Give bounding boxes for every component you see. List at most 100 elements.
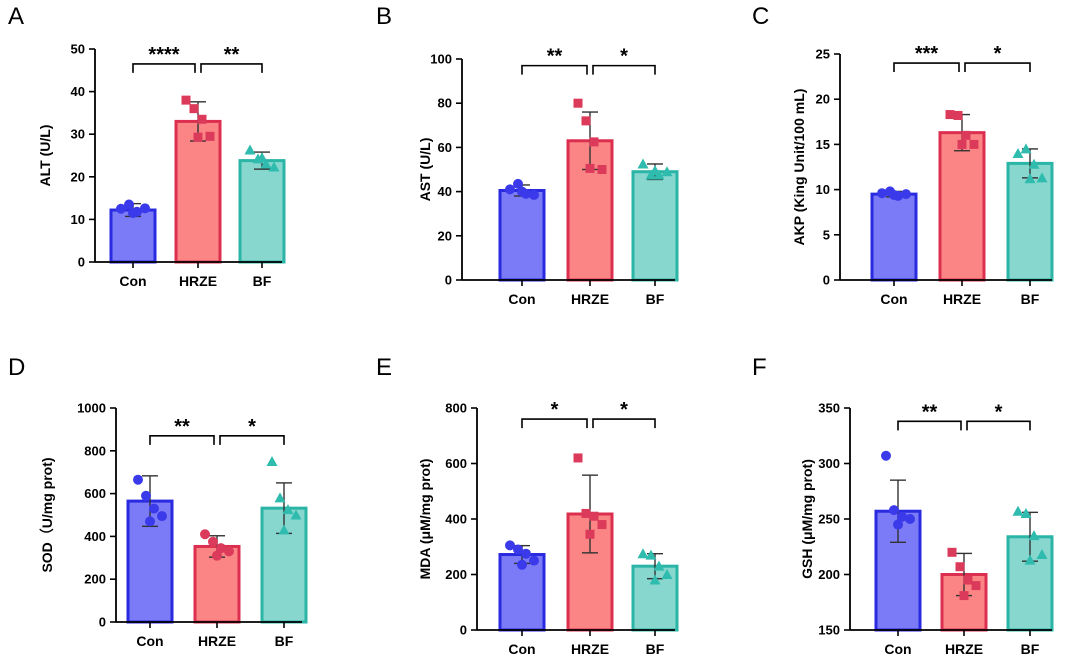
data-point-bf (1028, 530, 1040, 541)
data-point-hrze (955, 562, 965, 572)
significance-label: * (620, 399, 628, 421)
panel-f: F GSH (μM/mg prot) Con HRZE BF 150 200 250 300 35… (752, 354, 1054, 657)
x-tick-label-hrze: HRZE (198, 633, 236, 649)
significance-bracket (592, 418, 656, 429)
data-point-bf (1036, 549, 1048, 560)
data-point-hrze (200, 529, 210, 540)
data-point-con (141, 490, 151, 501)
y-tick-label: 20 (71, 169, 85, 184)
data-point-hrze (961, 130, 971, 140)
data-point-bf (1020, 143, 1032, 154)
y-tick-label: 20 (816, 92, 830, 107)
y-tick-label: 60 (438, 140, 452, 155)
x-tick-label-bf: BF (646, 291, 665, 307)
x-tick-label-hrze: HRZE (179, 273, 217, 289)
data-point-con (140, 203, 150, 214)
data-point-hrze (573, 453, 583, 463)
significance-label: ** (922, 401, 938, 423)
x-tick-label-bf: BF (253, 273, 272, 289)
y-tick-label: 50 (71, 42, 85, 57)
y-tick-label: 25 (816, 47, 830, 62)
significance-label: ** (224, 44, 240, 66)
bar-con (498, 188, 546, 282)
bar-con (874, 509, 922, 632)
y-tick-label: 20 (438, 228, 452, 243)
data-point-hrze (953, 110, 963, 120)
y-axis-label: SOD（U/mg prot) (39, 457, 55, 572)
y-tick-label: 40 (438, 184, 452, 199)
y-tick-label: 200 (84, 572, 106, 587)
y-axis-label: AST (U/L) (417, 138, 433, 202)
data-point-hrze (963, 575, 973, 585)
data-point-con (133, 474, 143, 485)
data-point-hrze (581, 116, 591, 126)
x-tick-label-con: Con (884, 641, 911, 657)
data-point-con (128, 208, 138, 219)
data-point-bf (278, 524, 290, 535)
data-point-hrze (212, 550, 222, 561)
y-tick-label: 300 (818, 456, 840, 471)
data-point-bf (653, 560, 665, 571)
data-point-bf (1020, 507, 1032, 518)
data-point-con (877, 188, 887, 199)
data-point-bf (1036, 172, 1048, 183)
panel-d: D SOD（U/mg prot) Con HRZE BF 0 200 400 600 800 100… (8, 354, 308, 649)
panel-letter: D (8, 354, 25, 381)
data-point-con (529, 555, 539, 566)
data-point-hrze (181, 95, 191, 105)
data-point-bf (244, 144, 256, 155)
data-point-bf (282, 504, 294, 515)
data-point-bf (661, 166, 673, 177)
significance-bracket (132, 63, 196, 73)
data-point-hrze (597, 520, 607, 530)
y-axis-label: ALT (U/L) (37, 125, 53, 187)
data-point-bf (1024, 173, 1036, 184)
data-point-bf (274, 492, 286, 503)
data-point-con (517, 186, 527, 197)
panel-e: E MDA (μM/mg prot) Con HRZE BF 0 200 400 600 800 *… (376, 354, 679, 657)
significance-label: * (551, 399, 559, 421)
data-point-bf (290, 509, 302, 520)
data-point-con (881, 450, 891, 461)
data-point-con (901, 189, 911, 200)
x-tick-label-con: Con (119, 273, 146, 289)
y-tick-label: 10 (71, 212, 85, 227)
significance-bracket (200, 63, 263, 73)
y-tick-label: 40 (71, 84, 85, 99)
y-tick-label: 0 (78, 255, 85, 270)
y-tick-label: 100 (430, 52, 452, 67)
y-tick-label: 0 (99, 615, 106, 630)
y-tick-label: 0 (445, 273, 452, 288)
y-tick-label: 600 (445, 456, 467, 471)
data-point-hrze (969, 139, 979, 149)
bar-bf (631, 170, 679, 282)
x-tick-label-con: Con (880, 291, 907, 307)
bar-con (870, 192, 918, 282)
data-point-hrze (224, 546, 234, 557)
x-tick-label-bf: BF (275, 633, 294, 649)
y-tick-label: 30 (71, 127, 85, 142)
data-point-hrze (197, 114, 207, 124)
data-point-con (157, 511, 167, 522)
significance-bracket (592, 64, 656, 75)
data-point-bf (266, 456, 278, 466)
data-point-hrze (945, 110, 955, 120)
x-tick-label-hrze: HRZE (571, 641, 609, 657)
data-point-hrze (585, 163, 595, 173)
data-point-con (145, 516, 155, 527)
y-tick-label: 800 (445, 401, 467, 416)
y-tick-label: 200 (818, 567, 840, 582)
y-tick-label: 1000 (77, 401, 106, 416)
data-point-con (529, 189, 539, 200)
panel-letter: E (376, 354, 392, 381)
y-axis-label: MDA (μM/mg prot) (417, 459, 433, 580)
data-point-hrze (573, 98, 583, 108)
data-point-hrze (581, 508, 591, 518)
data-point-hrze (589, 137, 599, 147)
data-point-bf (649, 165, 661, 176)
data-point-hrze (585, 529, 595, 539)
x-tick-label-bf: BF (646, 641, 665, 657)
data-point-hrze (208, 536, 218, 547)
data-point-bf (637, 548, 649, 559)
